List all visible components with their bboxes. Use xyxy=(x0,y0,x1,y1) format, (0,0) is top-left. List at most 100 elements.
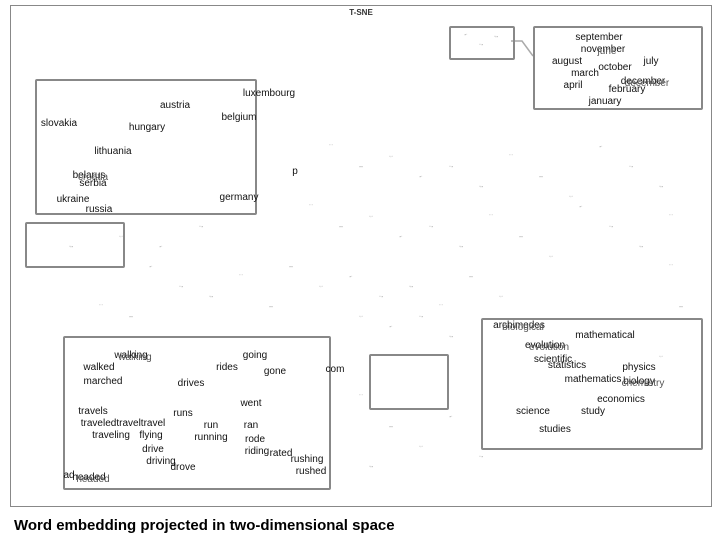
word-april: april xyxy=(564,81,583,91)
noise-point: ..„ xyxy=(609,224,613,229)
noise-point: „„ xyxy=(389,424,392,429)
noise-point: .,. xyxy=(499,294,503,299)
noise-point: „„ xyxy=(519,234,522,239)
word-drove: drove xyxy=(170,463,195,473)
noise-point: ..„ xyxy=(449,164,453,169)
cluster-box-small-left xyxy=(25,222,125,268)
noise-point: .,„ xyxy=(369,464,373,469)
cluster-box-com xyxy=(369,354,449,410)
caption: Word embedding projected in two-dimensio… xyxy=(14,517,395,534)
word-rushed: rushed xyxy=(296,467,327,477)
word-riding: riding xyxy=(245,447,269,457)
word-p: p xyxy=(292,167,298,177)
noise-point: „. xyxy=(159,244,162,249)
word-drive: drive xyxy=(142,445,164,455)
word-june-overlap: june xyxy=(598,47,617,57)
word-walking-overlap: walking xyxy=(118,353,151,363)
word-mathematical: mathematical xyxy=(575,331,634,341)
noise-point: .,„ xyxy=(479,184,483,189)
word-rides: rides xyxy=(216,363,238,373)
word-run: run xyxy=(204,421,218,431)
noise-point: .,„ xyxy=(209,294,213,299)
word-lithuania: lithuania xyxy=(94,147,131,157)
noise-point: ..„ xyxy=(429,224,433,229)
plot-title: T-SNE xyxy=(349,8,373,17)
noise-point: .,„ xyxy=(659,184,663,189)
noise-point: „„ xyxy=(129,314,132,319)
noise-point: ..„ xyxy=(179,284,183,289)
word-runs: runs xyxy=(173,409,192,419)
word-traveling: traveling xyxy=(92,431,130,441)
noise-point: .,„ xyxy=(494,34,498,39)
word-january: january xyxy=(589,97,622,107)
noise-point: .,„ xyxy=(69,244,73,249)
noise-point: ··· xyxy=(239,274,244,279)
noise-point: .,. xyxy=(389,154,393,159)
word-germany: germany xyxy=(220,193,259,203)
word-russia: russia xyxy=(86,205,113,215)
noise-point: .,„ xyxy=(409,284,413,289)
word-rode: rode xyxy=(245,435,265,445)
word-flying: flying xyxy=(139,431,162,441)
noise-point: „. xyxy=(464,32,467,37)
noise-point: ··· xyxy=(329,144,334,149)
noise-point: .,. xyxy=(359,314,363,319)
noise-point: .,„ xyxy=(639,244,643,249)
word-luxembourg: luxembourg xyxy=(243,89,295,99)
word-traveledtraveltravel: traveledtraveltravel xyxy=(81,419,165,429)
noise-point: .,. xyxy=(569,194,573,199)
word-october: october xyxy=(598,63,631,73)
word-economics: economics xyxy=(597,395,645,405)
noise-point: „„ xyxy=(469,274,472,279)
word-serbia: serbia xyxy=(79,179,106,189)
noise-point: ··· xyxy=(439,304,444,309)
noise-point: „. xyxy=(419,174,422,179)
word-ran: ran xyxy=(244,421,258,431)
word-study: study xyxy=(581,407,605,417)
noise-point: „„ xyxy=(289,264,292,269)
noise-point: ··· xyxy=(669,214,674,219)
noise-point: ..„ xyxy=(479,454,483,459)
word-july: july xyxy=(643,57,658,67)
word-statistics: statistics xyxy=(548,361,586,371)
noise-point: ..„ xyxy=(379,294,383,299)
word-september: september xyxy=(575,33,622,43)
noise-point: „„ xyxy=(339,224,342,229)
word-science: science xyxy=(516,407,550,417)
word-slovakia: slovakia xyxy=(41,119,77,129)
noise-point: „. xyxy=(449,414,452,419)
noise-point: ··· xyxy=(489,214,494,219)
word-physics: physics xyxy=(622,363,655,373)
word-drives: drives xyxy=(178,379,205,389)
noise-point: .,. xyxy=(319,284,323,289)
word-ukraine: ukraine xyxy=(57,195,90,205)
noise-point: .,. xyxy=(659,354,663,359)
noise-point: .,. xyxy=(119,234,123,239)
word-hungary: hungary xyxy=(129,123,165,133)
noise-point: .,. xyxy=(419,444,423,449)
noise-point: .,„ xyxy=(459,244,463,249)
word-february: february xyxy=(609,85,646,95)
noise-point: .,. xyxy=(549,254,553,259)
noise-point: „„ xyxy=(359,164,362,169)
noise-point: „. xyxy=(579,204,582,209)
word-studies: studies xyxy=(539,425,571,435)
noise-point: „. xyxy=(349,274,352,279)
noise-point: „„ xyxy=(679,304,682,309)
word-august: august xyxy=(552,57,582,67)
noise-point: „. xyxy=(149,264,152,269)
noise-point: „„ xyxy=(269,304,272,309)
noise-point: ..„ xyxy=(479,42,483,47)
noise-point: „. xyxy=(599,144,602,149)
word-rushing: rushing xyxy=(291,455,324,465)
noise-point: ..„ xyxy=(629,164,633,169)
word-biological-overlap: biological xyxy=(502,323,544,333)
word-mathematics: mathematics xyxy=(565,375,622,385)
noise-point: „. xyxy=(399,234,402,239)
noise-point: ··· xyxy=(99,304,104,309)
noise-point: ..„ xyxy=(199,224,203,229)
word-went: went xyxy=(240,399,261,409)
word-chemistry-overlap: chemistry xyxy=(622,379,665,389)
noise-point: ··· xyxy=(509,154,514,159)
word-austria: austria xyxy=(160,101,190,111)
